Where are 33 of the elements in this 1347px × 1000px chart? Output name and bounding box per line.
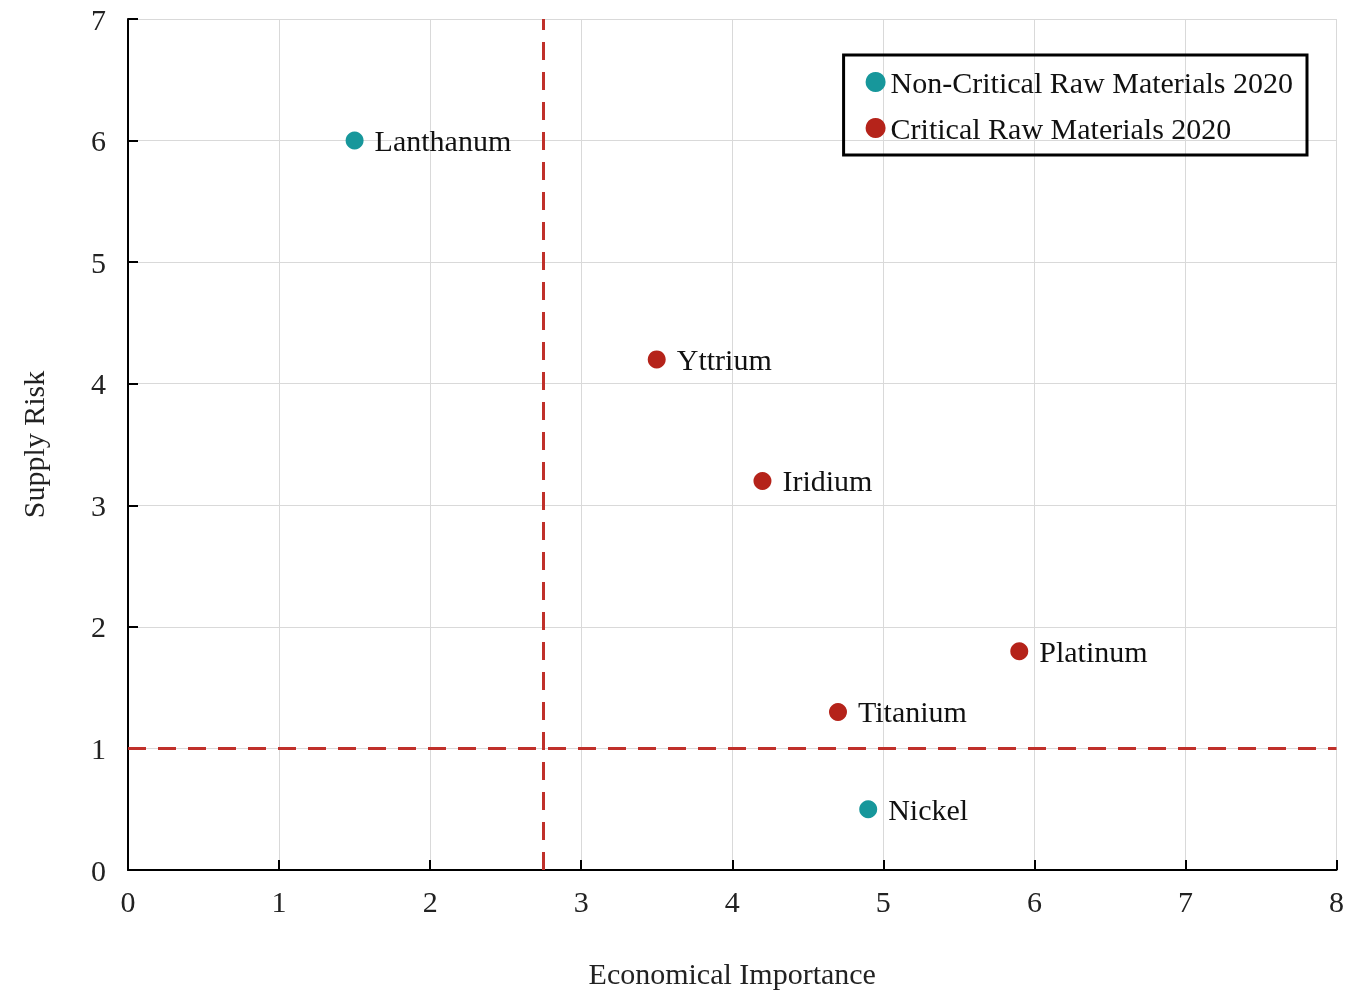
x-tick-label: 7 bbox=[1177, 884, 1193, 918]
x-tick-label: 8 bbox=[1329, 884, 1344, 918]
annotation: Iridium bbox=[782, 464, 873, 498]
legend-label: Critical Raw Materials 2020 bbox=[890, 111, 1232, 145]
annotation: Yttrium bbox=[676, 342, 772, 376]
y-tick-label: 3 bbox=[91, 488, 106, 522]
annotation: Platinum bbox=[1039, 634, 1148, 668]
point bbox=[753, 471, 772, 490]
x-axis-title: Economical Importance bbox=[588, 956, 876, 990]
point bbox=[859, 800, 878, 819]
x-tick-label: 2 bbox=[422, 884, 438, 918]
x-tick-label: 6 bbox=[1026, 884, 1042, 918]
x-tick-label: 5 bbox=[875, 884, 891, 918]
y-tick-label: 1 bbox=[91, 731, 106, 765]
point bbox=[647, 350, 666, 369]
x-tick-label: 3 bbox=[573, 884, 589, 918]
y-tick-label: 7 bbox=[91, 2, 106, 36]
y-axis-title: Supply Risk bbox=[16, 370, 50, 519]
annotation: Titanium bbox=[857, 695, 967, 729]
point bbox=[345, 131, 364, 150]
y-tick-label: 4 bbox=[91, 367, 106, 401]
point bbox=[829, 702, 847, 721]
x-tick-label: 4 bbox=[724, 884, 740, 918]
annotation: Lanthanum bbox=[374, 124, 512, 158]
x-tick-label: 1 bbox=[271, 884, 287, 918]
y-tick-label: 0 bbox=[91, 853, 106, 887]
x-tick-label: 0 bbox=[120, 884, 136, 918]
legend-label: Non-Critical Raw Materials 2020 bbox=[890, 65, 1294, 99]
point bbox=[1010, 642, 1029, 661]
annotation: Nickel bbox=[888, 792, 969, 826]
y-tick-label: 5 bbox=[91, 245, 106, 279]
y-tick-label: 6 bbox=[91, 124, 106, 158]
y-tick-label: 2 bbox=[91, 610, 106, 644]
